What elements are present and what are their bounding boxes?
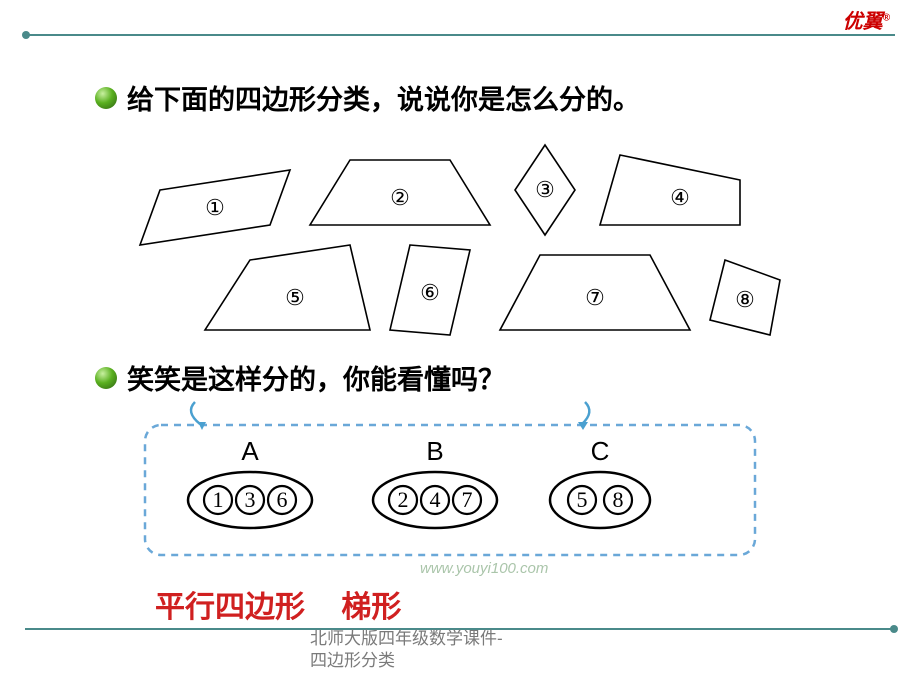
question-2: 笑笑是这样分的，你能看懂吗？ (95, 358, 505, 397)
header-bar: 优翼® (0, 0, 920, 40)
shape-label-2: ② (390, 185, 410, 210)
shape-label-4: ④ (670, 185, 690, 210)
svg-text:8: 8 (613, 487, 624, 512)
category-labels: 平行四边形 梯形 (155, 582, 429, 626)
footer-line1: 北师大版四年级数学课件- (310, 629, 503, 648)
logo-reg: ® (883, 12, 890, 23)
question-2-text: 笑笑是这样分的，你能看懂吗？ (127, 358, 505, 397)
bullet-icon (95, 367, 117, 389)
svg-text:1: 1 (213, 487, 224, 512)
shape-label-1: ① (205, 195, 225, 220)
shape-label-5: ⑤ (285, 285, 305, 310)
logo: 优翼® (843, 5, 890, 34)
bullet-icon (95, 87, 117, 109)
question-1: 给下面的四边形分类，说说你是怎么分的。 (95, 78, 640, 117)
svg-text:C: C (591, 436, 610, 466)
grouping-figure: A 1 3 6 B 2 4 7 C 5 8 (140, 400, 760, 570)
shape-label-3: ③ (535, 177, 555, 202)
shapes-figure: ① ② ③ ④ ⑤ ⑥ ⑦ ⑧ (120, 125, 820, 345)
svg-text:B: B (426, 436, 443, 466)
shape-label-8: ⑧ (735, 287, 755, 312)
footer-dot (890, 625, 898, 633)
watermark: www.youyi100.com (420, 560, 548, 577)
category-a: 平行四边形 (155, 591, 305, 624)
svg-text:5: 5 (577, 487, 588, 512)
svg-text:A: A (241, 436, 259, 466)
svg-text:2: 2 (398, 487, 409, 512)
svg-text:4: 4 (430, 487, 441, 512)
category-b: 梯形 (341, 591, 401, 624)
svg-text:6: 6 (277, 487, 288, 512)
svg-text:3: 3 (245, 487, 256, 512)
footer-line2: 四边形分类 (310, 651, 395, 670)
header-line (25, 34, 895, 36)
shape-label-7: ⑦ (585, 285, 605, 310)
shape-label-6: ⑥ (420, 280, 440, 305)
svg-text:7: 7 (462, 487, 473, 512)
footer-text: 北师大版四年级数学课件- 四边形分类 (310, 628, 503, 672)
logo-text: 优翼 (843, 11, 883, 33)
question-1-text: 给下面的四边形分类，说说你是怎么分的。 (127, 78, 640, 117)
